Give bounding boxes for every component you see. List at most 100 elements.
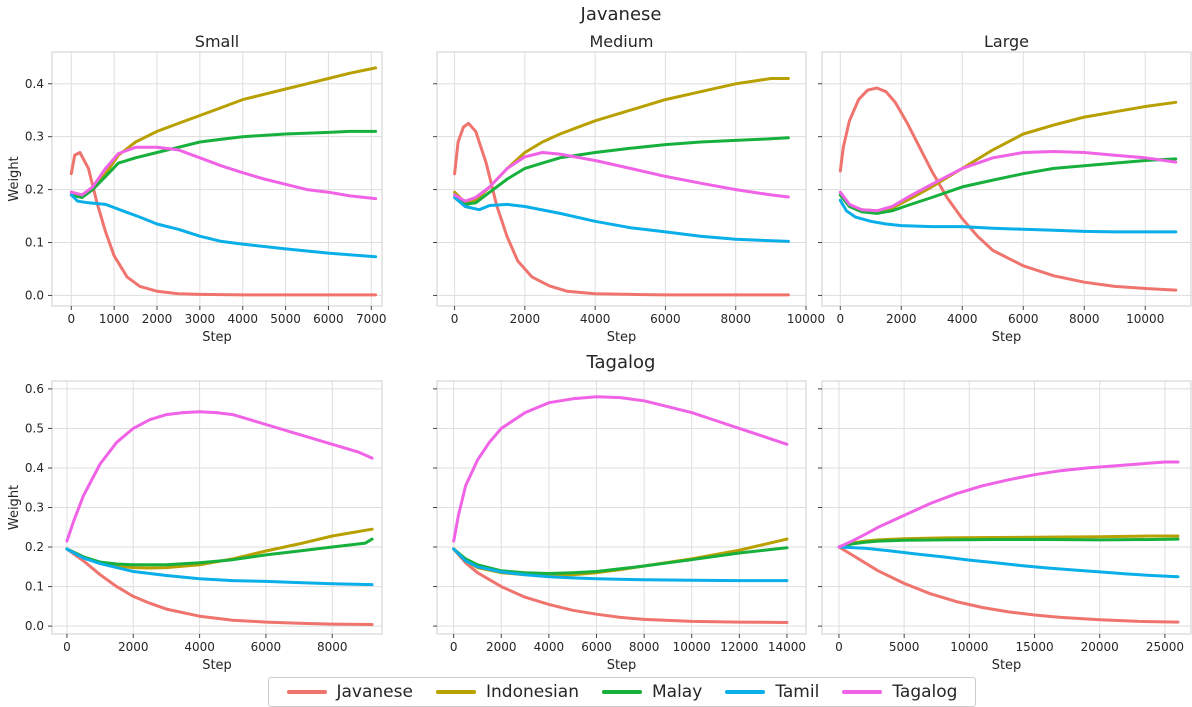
y-axis-label: Weight	[7, 156, 22, 201]
x-tick-label: 5000	[889, 640, 920, 654]
y-tick-label: 0.2	[25, 183, 44, 197]
panel-3: 0 2000 4000 6000 8000 0.0 0.1 0.2 0.3 0.4 0.5 0.6 St…	[7, 380, 383, 673]
series-line-tagalog	[837, 460, 1180, 549]
x-tick-label: 4000	[580, 312, 611, 326]
series-line-tagalog	[453, 151, 790, 203]
legend-swatch-tagalog	[842, 690, 883, 694]
x-tick-label: 4000	[947, 312, 978, 326]
series-line-tamil	[69, 193, 378, 259]
panel-1: 0 2000 4000 6000 8000 10000 Medium Step	[433, 32, 825, 345]
x-tick-label: 2000	[510, 312, 541, 326]
plot-area	[437, 52, 806, 306]
panel-4: 0 2000 4000 6000 8000 10000 12000 14000 Step	[433, 380, 807, 673]
panel-5: 0 5000 10000 15000 20000 25000 Step	[818, 380, 1192, 673]
legend-swatch-indonesian	[435, 690, 476, 694]
plot-frame	[821, 51, 1192, 307]
y-tick-label: 0.1	[25, 236, 44, 250]
series-line-malay	[837, 537, 1180, 549]
x-axis-label: Step	[992, 330, 1022, 345]
series-line-javanese	[69, 151, 378, 297]
legend-item-indonesian: Indonesian	[435, 682, 579, 702]
x-tick-label: 10000	[1126, 312, 1164, 326]
x-tick-label: 8000	[1069, 312, 1100, 326]
legend-swatch-javanese	[286, 690, 327, 694]
legend-label-indonesian: Indonesian	[485, 682, 579, 702]
x-tick-label: 0	[67, 312, 75, 326]
x-tick-label: 2000	[142, 312, 173, 326]
x-tick-label: 1000	[99, 312, 130, 326]
series-line-javanese	[453, 121, 790, 297]
panel-title: Small	[195, 32, 239, 51]
y-tick-label: 0.0	[25, 288, 44, 302]
legend-swatch-tamil	[725, 690, 766, 694]
legend-item-tagalog: Tagalog	[842, 682, 957, 702]
x-tick-label: 10000	[673, 640, 711, 654]
y-tick-label: 0.3	[25, 130, 44, 144]
panel-title: Medium	[590, 32, 654, 51]
x-tick-label: 3000	[185, 312, 216, 326]
x-axis-label: Step	[607, 330, 637, 345]
plot-frame	[51, 51, 383, 307]
panel-title: Large	[984, 32, 1029, 51]
series-line-malay	[69, 129, 378, 199]
series-line-tamil	[837, 545, 1180, 579]
x-tick-label: 6000	[313, 312, 344, 326]
x-tick-label: 2000	[118, 640, 149, 654]
x-tick-label: 4000	[534, 640, 565, 654]
plot-area	[822, 52, 1191, 306]
legend-label-tamil: Tamil	[775, 682, 820, 702]
x-tick-label: 6000	[650, 312, 681, 326]
legend: Javanese Indonesian Malay Tamil Tagalog	[268, 677, 976, 707]
legend-swatch-malay	[602, 690, 642, 694]
y-tick-label: 0.5	[25, 421, 44, 435]
y-tick-label: 0.0	[25, 619, 44, 633]
x-tick-label: 8000	[720, 312, 751, 326]
row-title-0: Javanese	[580, 4, 662, 25]
y-tick-label: 0.6	[25, 382, 44, 396]
x-tick-label: 8000	[317, 640, 348, 654]
series-line-javanese	[65, 547, 374, 626]
x-tick-label: 7000	[356, 312, 387, 326]
x-tick-label: 20000	[1081, 640, 1119, 654]
series-line-javanese	[452, 547, 789, 624]
x-tick-label: 2000	[886, 312, 917, 326]
x-tick-label: 0	[835, 640, 843, 654]
x-tick-label: 0	[451, 312, 459, 326]
x-tick-label: 15000	[1015, 640, 1053, 654]
x-tick-label: 6000	[581, 640, 612, 654]
x-axis-label: Step	[992, 658, 1022, 673]
series-line-tamil	[452, 547, 789, 583]
x-axis-label: Step	[607, 658, 637, 673]
series-line-javanese	[837, 545, 1180, 624]
y-tick-label: 0.4	[25, 77, 44, 91]
panel-2: 0 2000 4000 6000 8000 10000 Large Step	[818, 32, 1192, 345]
x-axis-label: Step	[202, 330, 232, 345]
x-tick-label: 4000	[184, 640, 215, 654]
series-line-tamil	[65, 547, 374, 587]
y-tick-label: 0.3	[25, 501, 44, 515]
series-line-tamil	[453, 196, 790, 243]
plot-frame	[436, 51, 807, 307]
row-title-1: Tagalog	[586, 352, 656, 373]
legend-label-tagalog: Tagalog	[892, 682, 958, 702]
x-tick-label: 12000	[720, 640, 758, 654]
x-tick-label: 4000	[227, 312, 258, 326]
panels: 0 1000 2000 3000 4000 5000 6000 7000 0.0 0.1 0.2 0.…	[7, 32, 1192, 673]
series-line-tagalog	[65, 410, 374, 543]
x-tick-label: 0	[450, 640, 458, 654]
x-tick-label: 25000	[1146, 640, 1184, 654]
figure: Javanese Tagalog 0 1000 2000 3000 4000 5000 60…	[7, 4, 1192, 673]
legend-label-javanese: Javanese	[336, 682, 413, 702]
y-tick-label: 0.4	[25, 461, 44, 475]
legend-item-javanese: Javanese	[286, 682, 413, 702]
y-axis-label: Weight	[7, 485, 22, 530]
series-line-tamil	[838, 198, 1178, 234]
legend-item-malay: Malay	[602, 682, 702, 702]
x-tick-label: 6000	[251, 640, 282, 654]
series-line-tagalog	[452, 395, 789, 543]
x-tick-label: 6000	[1008, 312, 1039, 326]
x-tick-label: 0	[836, 312, 844, 326]
series-line-malay	[453, 136, 790, 206]
series-line-malay	[838, 157, 1178, 215]
x-tick-label: 5000	[270, 312, 301, 326]
